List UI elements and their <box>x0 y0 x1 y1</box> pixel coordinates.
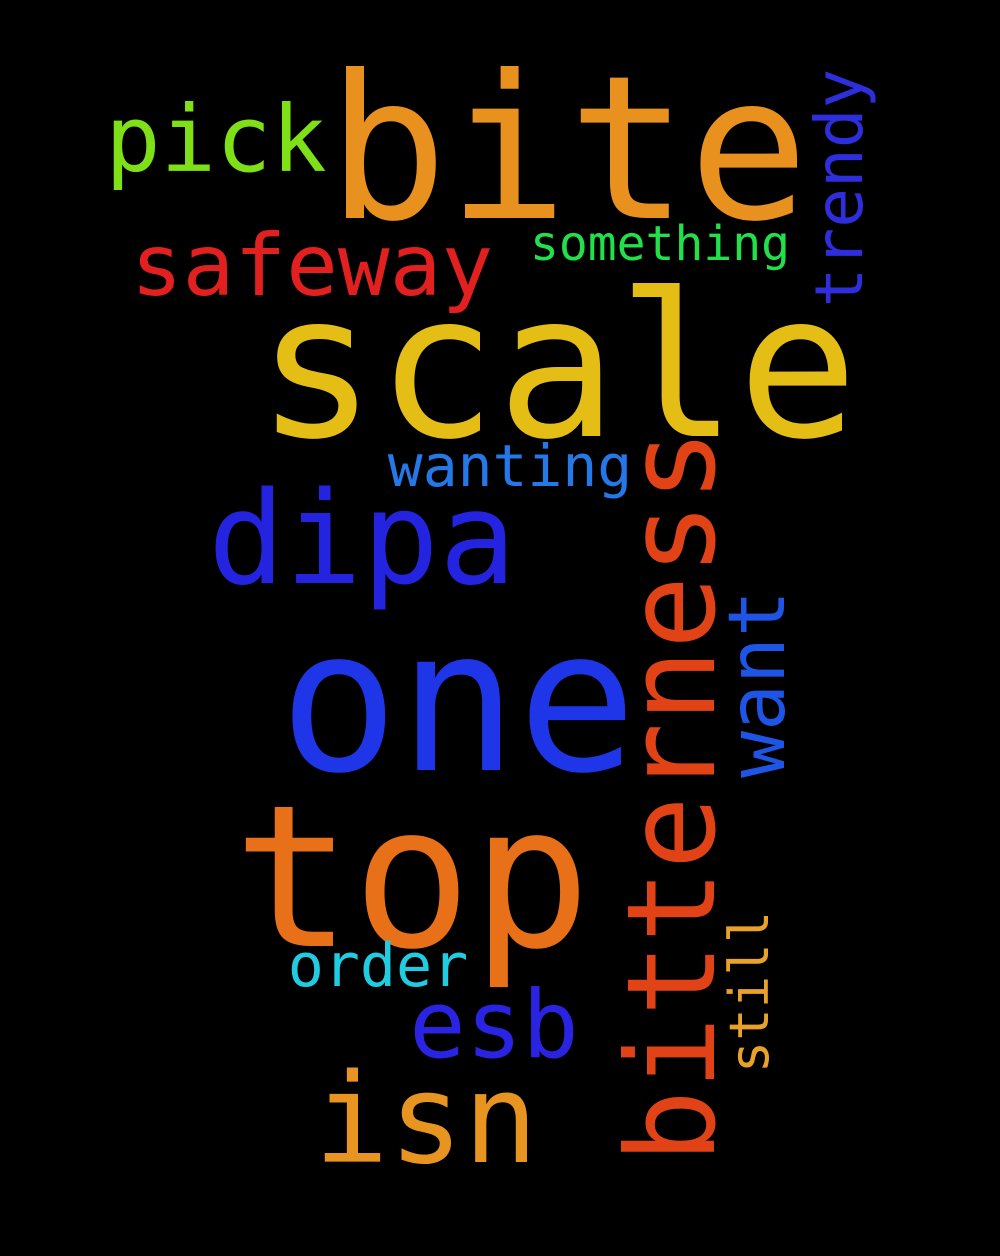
word-safeway: safeway <box>130 216 494 316</box>
word-esb: esb <box>409 971 579 1080</box>
word-scale: scale <box>255 251 859 484</box>
word-dipa: dipa <box>207 465 517 614</box>
word-pick: pick <box>105 86 327 193</box>
word-top: top <box>233 762 591 993</box>
word-isn: isn <box>314 1048 538 1192</box>
word-order: order <box>287 931 469 1001</box>
word-still: still <box>718 910 781 1074</box>
word-wanting: wanting <box>387 432 633 500</box>
word-something: something <box>529 216 791 272</box>
word-one: one <box>279 586 637 817</box>
word-want: want <box>713 590 803 778</box>
word-bite: bite <box>327 33 809 266</box>
word-trendy: trendy <box>801 68 878 308</box>
word-bitterness: bitterness <box>601 428 743 1164</box>
